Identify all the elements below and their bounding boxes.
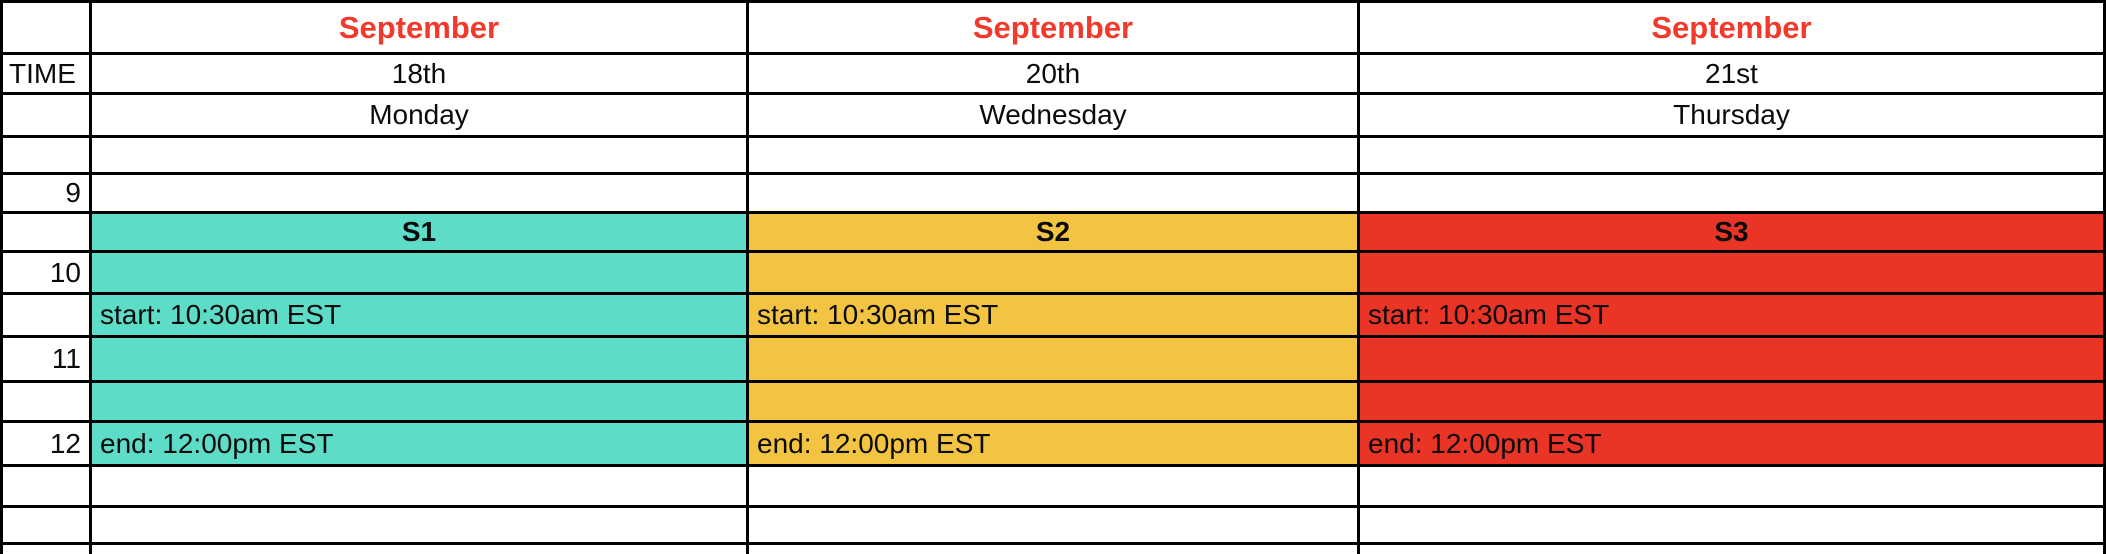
hour-cell-10: 10: [3, 253, 92, 295]
session-block-s1: [92, 383, 749, 423]
empty-cell: [749, 467, 1360, 508]
session-block-s3: [1360, 383, 2106, 423]
hour-cell-11: 11: [3, 338, 92, 383]
empty-cell: [749, 138, 1360, 175]
empty-cell: [1360, 467, 2106, 508]
session-title-s1: S1: [92, 214, 749, 253]
empty-cell: [92, 467, 749, 508]
session-block-s2: [749, 253, 1360, 295]
empty-cell: [92, 175, 749, 214]
session-block-s3: [1360, 253, 2106, 295]
session-block-s1: [92, 338, 749, 383]
empty-cell: [92, 508, 749, 545]
empty-cell: [1360, 175, 2106, 214]
corner-cell: [3, 3, 92, 55]
time-column-header: TIME: [3, 55, 92, 95]
empty-time-cell: [3, 545, 92, 554]
date-cell-col2: 20th: [749, 55, 1360, 95]
date-cell-col1: 18th: [92, 55, 749, 95]
empty-time-cell: [3, 508, 92, 545]
session-start-s3: start: 10:30am EST: [1360, 295, 2106, 338]
empty-time-cell: [3, 467, 92, 508]
empty-cell: [749, 175, 1360, 214]
month-header-col1: September: [92, 3, 749, 55]
session-end-s1: end: 12:00pm EST: [92, 423, 749, 467]
empty-cell: [92, 545, 749, 554]
empty-time-cell: [3, 95, 92, 138]
session-block-s2: [749, 338, 1360, 383]
session-start-s1: start: 10:30am EST: [92, 295, 749, 338]
empty-cell: [1360, 138, 2106, 175]
empty-time-cell: [3, 383, 92, 423]
empty-time-cell: [3, 214, 92, 253]
date-cell-col3: 21st: [1360, 55, 2106, 95]
session-end-s2: end: 12:00pm EST: [749, 423, 1360, 467]
month-header-col2: September: [749, 3, 1360, 55]
empty-cell: [749, 545, 1360, 554]
day-cell-col1: Monday: [92, 95, 749, 138]
session-block-s2: [749, 383, 1360, 423]
hour-cell-12: 12: [3, 423, 92, 467]
empty-cell: [1360, 545, 2106, 554]
session-block-s3: [1360, 338, 2106, 383]
empty-cell: [1360, 508, 2106, 545]
session-block-s1: [92, 253, 749, 295]
empty-time-cell: [3, 295, 92, 338]
session-end-s3: end: 12:00pm EST: [1360, 423, 2106, 467]
session-start-s2: start: 10:30am EST: [749, 295, 1360, 338]
day-cell-col3: Thursday: [1360, 95, 2106, 138]
session-title-s3: S3: [1360, 214, 2106, 253]
hour-cell-9: 9: [3, 175, 92, 214]
day-cell-col2: Wednesday: [749, 95, 1360, 138]
session-title-s2: S2: [749, 214, 1360, 253]
month-header-col3: September: [1360, 3, 2106, 55]
empty-time-cell: [3, 138, 92, 175]
empty-cell: [92, 138, 749, 175]
empty-cell: [749, 508, 1360, 545]
